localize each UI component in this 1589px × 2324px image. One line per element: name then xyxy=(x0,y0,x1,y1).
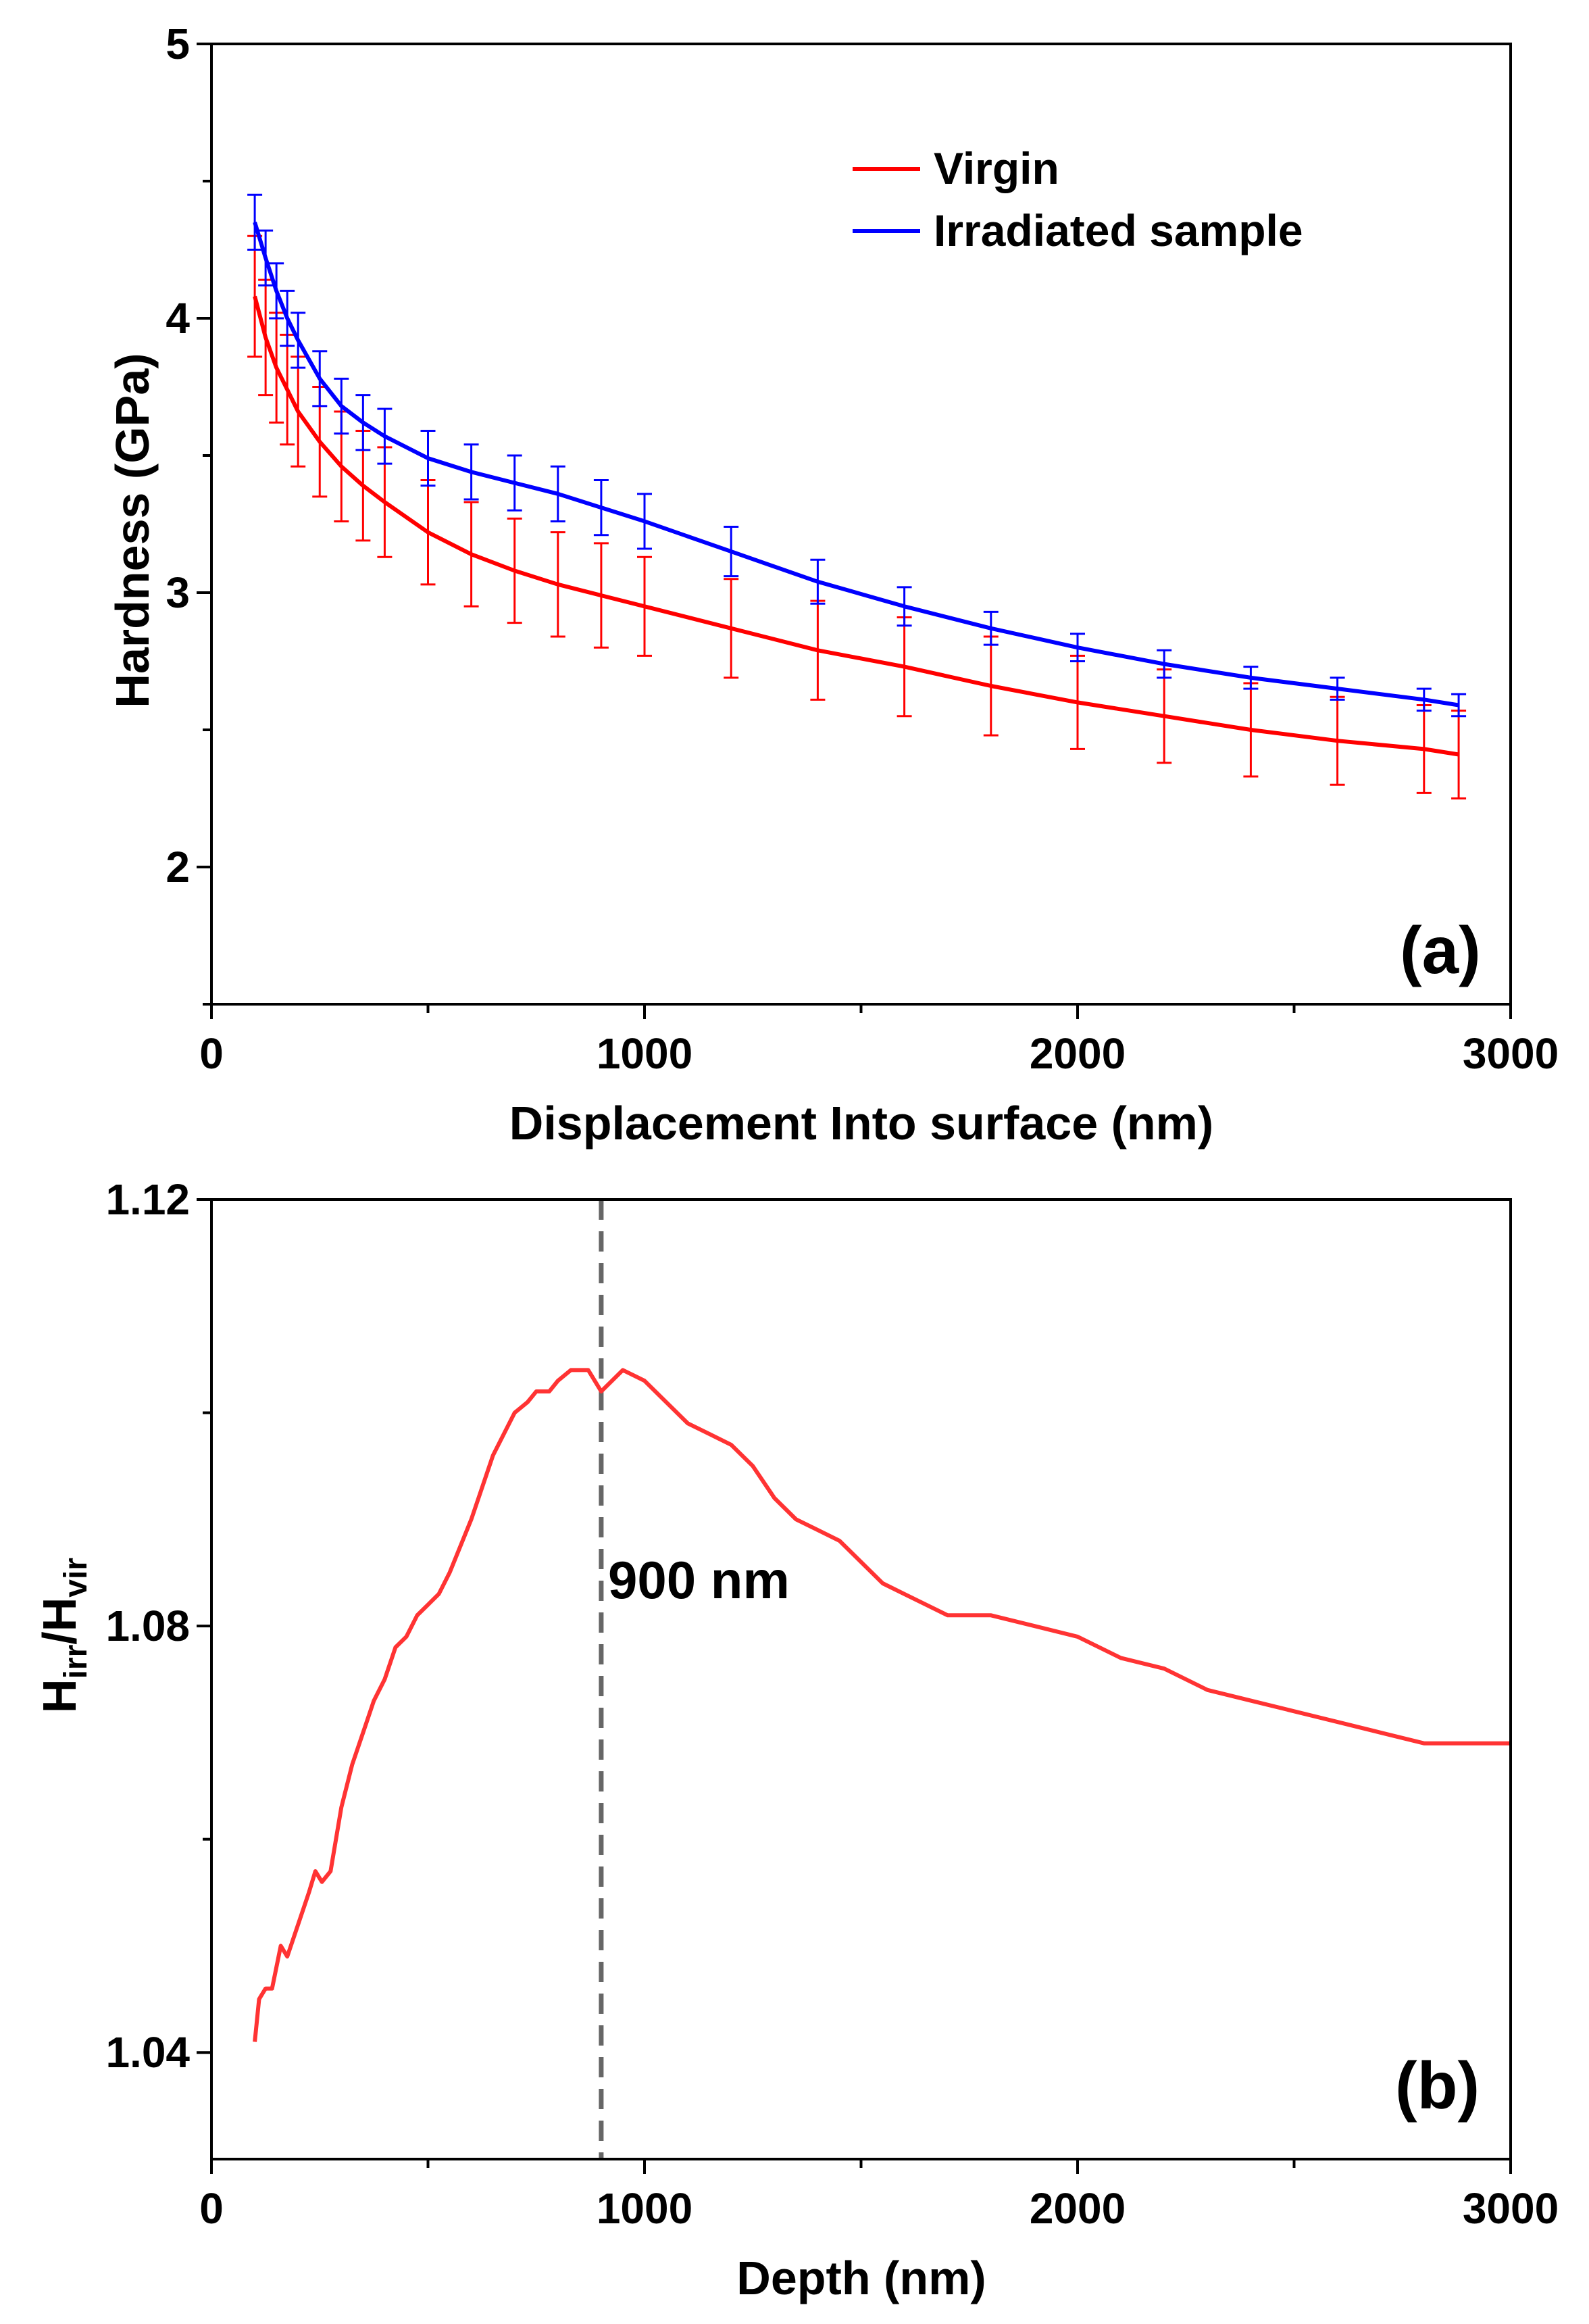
panel-a-ticks xyxy=(197,43,1512,1019)
x-tick-label: 3000 xyxy=(1463,1029,1559,1078)
x-tick-label: 2000 xyxy=(1030,2184,1126,2233)
x-tick-label: 1000 xyxy=(597,2184,692,2233)
y-tick-label: 1.08 xyxy=(105,1602,190,1650)
legend-label-virgin: Virgin xyxy=(934,143,1059,193)
panel-a-tag: (a) xyxy=(1400,913,1481,987)
x-tick-label: 0 xyxy=(199,1029,224,1078)
panel-a-tick-labels: 0 1000 2000 3000 2 3 4 5 xyxy=(166,20,1559,1078)
series-line-hardness-ratio xyxy=(253,1368,1511,2042)
y-title-b-sub2: vir xyxy=(58,1558,94,1598)
y-title-b-sep: /H xyxy=(33,1598,86,1645)
series-line-irradiated-sample xyxy=(253,222,1459,708)
y-axis-title-b: Hirr/Hvir xyxy=(33,1558,94,1713)
y-title-b-main: H xyxy=(33,1679,86,1713)
x-axis-title-a: Displacement Into surface (nm) xyxy=(509,1097,1213,1149)
panel-b-ratio-chart: 0 1000 2000 3000 1.04 1.08 1.12 900 nm (b) Dep… xyxy=(33,1175,1559,2304)
y-tick-label: 5 xyxy=(166,20,190,68)
legend: Virgin Irradiated sample xyxy=(853,143,1303,255)
y-tick-label: 1.04 xyxy=(105,2028,190,2077)
legend-label-irradiated: Irradiated sample xyxy=(934,205,1303,255)
panel-b-plot-frame xyxy=(210,1198,1512,2160)
y-tick-label: 1.12 xyxy=(105,1175,190,1224)
x-tick-label: 2000 xyxy=(1030,1029,1126,1078)
series-line-virgin xyxy=(253,295,1459,757)
y-tick-label: 3 xyxy=(166,568,190,617)
x-tick-label: 1000 xyxy=(597,1029,692,1078)
y-axis-title-a: Hardness (GPa) xyxy=(106,353,159,708)
panel-b-ticks xyxy=(197,1198,1512,2174)
y-tick-label: 4 xyxy=(166,294,190,343)
panel-a-hardness-chart: 0 1000 2000 3000 2 3 4 5 Virgin Irradiated samp… xyxy=(106,20,1559,1149)
panel-b-tag: (b) xyxy=(1395,2048,1480,2123)
panel-a-plot-frame xyxy=(210,43,1512,1006)
x-tick-label: 0 xyxy=(199,2184,224,2233)
panel-a-error-bars xyxy=(247,193,1467,799)
y-tick-label: 2 xyxy=(166,843,190,891)
y-title-b-sub1: irr xyxy=(58,1645,94,1679)
x-tick-label: 3000 xyxy=(1463,2184,1559,2233)
x-axis-title-b: Depth (nm) xyxy=(736,2252,986,2304)
panel-b-tick-labels: 0 1000 2000 3000 1.04 1.08 1.12 xyxy=(105,1175,1559,2233)
annotation-900nm: 900 nm xyxy=(608,1550,790,1610)
